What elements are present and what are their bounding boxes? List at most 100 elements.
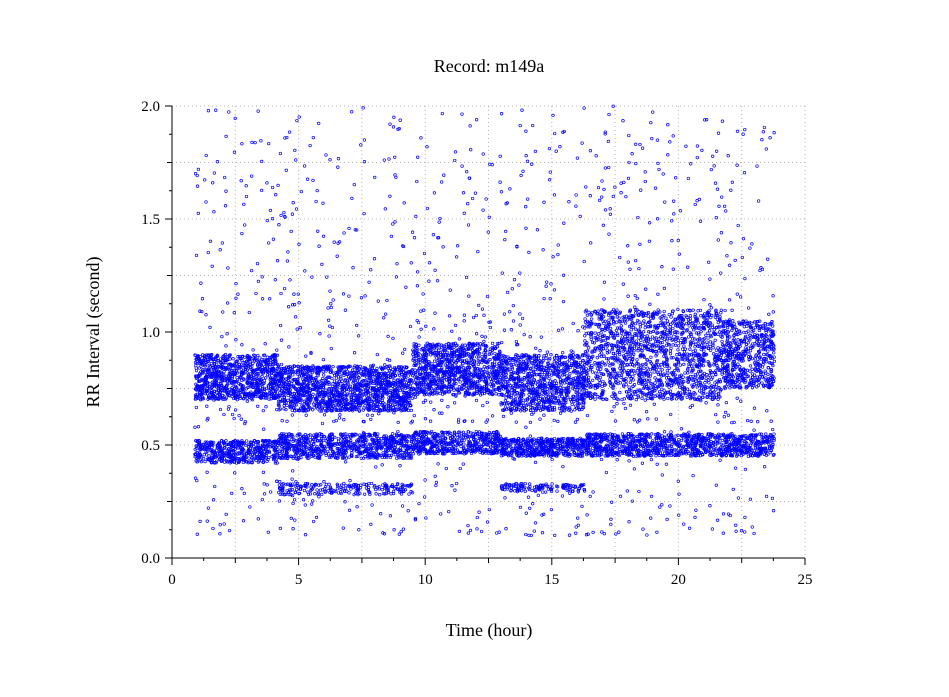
data-point bbox=[271, 237, 276, 241]
data-point bbox=[220, 388, 224, 393]
data-point bbox=[204, 374, 208, 378]
data-point bbox=[347, 491, 351, 495]
data-point bbox=[232, 396, 236, 401]
data-point bbox=[215, 459, 219, 463]
data-point bbox=[197, 379, 202, 383]
data-point bbox=[362, 211, 366, 216]
data-point bbox=[251, 448, 255, 452]
data-point bbox=[214, 385, 218, 389]
data-point bbox=[267, 374, 272, 378]
data-point bbox=[369, 268, 373, 272]
data-point bbox=[289, 229, 293, 234]
data-point bbox=[194, 253, 199, 258]
data-point bbox=[241, 363, 245, 368]
data-point bbox=[299, 189, 303, 194]
data-point bbox=[318, 332, 322, 336]
data-point bbox=[242, 491, 246, 496]
data-point bbox=[209, 395, 213, 399]
data-point bbox=[222, 412, 226, 417]
data-point bbox=[274, 193, 278, 197]
data-point bbox=[304, 447, 309, 451]
data-point bbox=[245, 353, 250, 358]
data-point bbox=[254, 378, 258, 382]
data-point bbox=[234, 390, 238, 394]
data-point bbox=[216, 397, 221, 402]
data-point bbox=[357, 409, 362, 413]
data-point bbox=[327, 482, 331, 486]
data-point bbox=[328, 289, 332, 293]
data-point bbox=[248, 358, 252, 362]
data-point bbox=[388, 514, 393, 518]
data-point bbox=[265, 218, 269, 223]
data-point bbox=[275, 362, 280, 367]
data-point bbox=[195, 173, 199, 178]
data-point bbox=[268, 382, 272, 386]
data-point bbox=[350, 196, 354, 201]
data-point bbox=[242, 454, 246, 458]
data-point bbox=[221, 372, 226, 376]
data-point bbox=[225, 332, 229, 336]
data-point bbox=[287, 130, 292, 134]
data-point bbox=[290, 212, 295, 216]
data-point bbox=[250, 398, 255, 402]
data-point bbox=[236, 292, 240, 296]
data-point bbox=[326, 318, 331, 322]
data-point bbox=[209, 442, 213, 447]
data-point bbox=[242, 457, 247, 461]
data-point bbox=[196, 387, 200, 391]
data-point bbox=[220, 393, 225, 398]
data-point bbox=[290, 413, 294, 417]
data-point bbox=[212, 210, 216, 214]
data-point bbox=[203, 383, 207, 387]
data-point bbox=[209, 357, 214, 361]
data-point bbox=[263, 342, 267, 346]
data-point bbox=[193, 172, 198, 176]
data-point bbox=[211, 181, 215, 185]
data-point bbox=[236, 355, 240, 359]
data-point bbox=[231, 357, 235, 361]
data-point bbox=[224, 344, 228, 348]
data-point bbox=[259, 369, 263, 373]
data-point bbox=[212, 461, 217, 465]
data-point bbox=[369, 481, 374, 486]
data-point bbox=[332, 419, 336, 424]
data-point bbox=[253, 391, 257, 395]
data-point bbox=[348, 390, 352, 395]
data-point bbox=[225, 301, 230, 305]
data-point bbox=[201, 457, 206, 461]
data-point bbox=[370, 503, 374, 507]
data-point bbox=[263, 366, 268, 371]
data-point bbox=[240, 371, 244, 375]
data-point bbox=[227, 446, 231, 451]
data-point bbox=[211, 456, 215, 460]
data-point bbox=[278, 151, 283, 156]
data-point bbox=[347, 455, 351, 459]
data-point bbox=[224, 134, 228, 139]
data-point bbox=[336, 439, 341, 444]
data-point bbox=[432, 359, 437, 363]
data-point bbox=[329, 346, 333, 351]
data-point bbox=[272, 456, 276, 460]
data-point bbox=[273, 461, 278, 465]
data-point bbox=[253, 439, 257, 443]
data-point bbox=[260, 394, 264, 398]
data-point bbox=[291, 469, 295, 473]
data-point bbox=[211, 373, 215, 377]
data-point bbox=[195, 450, 200, 455]
data-point bbox=[262, 357, 266, 362]
data-point bbox=[246, 449, 251, 454]
data-point bbox=[264, 447, 268, 452]
data-point bbox=[274, 396, 279, 400]
data-point bbox=[210, 390, 214, 395]
data-point bbox=[235, 378, 240, 382]
data-point bbox=[408, 324, 413, 329]
data-point bbox=[208, 325, 212, 330]
data-point bbox=[203, 362, 207, 367]
data-point bbox=[198, 309, 202, 313]
data-point bbox=[304, 354, 308, 358]
data-point bbox=[271, 353, 275, 357]
data-point bbox=[218, 395, 222, 399]
data-point bbox=[311, 392, 315, 397]
data-point bbox=[351, 381, 355, 385]
data-point bbox=[229, 388, 234, 393]
